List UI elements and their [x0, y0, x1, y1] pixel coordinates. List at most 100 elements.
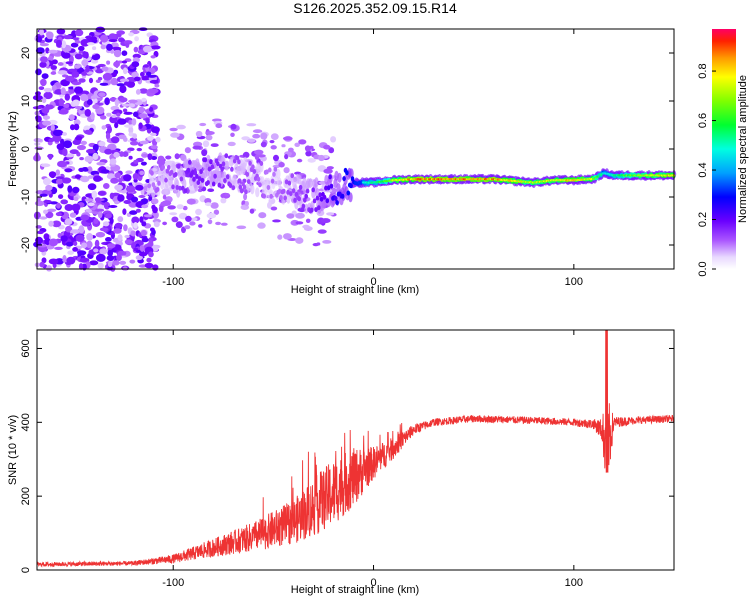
spectrogram-cell: [106, 243, 116, 249]
spectrogram-cell: [148, 88, 159, 94]
spectrogram-cell: [74, 64, 81, 69]
spectrogram-cell: [176, 163, 181, 169]
spectrogram-cell: [230, 123, 237, 130]
spectrogram-cell: [62, 255, 67, 263]
spectrogram-cell: [67, 250, 74, 255]
spectrogram-cell: [128, 99, 138, 104]
spectrogram-cell: [50, 65, 57, 70]
spectrogram-cell: [207, 219, 213, 225]
spectrogram-cell: [45, 184, 53, 191]
spectrogram-cell: [133, 159, 139, 164]
spectrogram-cell: [78, 225, 85, 234]
spectrogram-cell: [78, 263, 84, 270]
spectrogram-cell: [286, 189, 290, 195]
spectrogram-cell: [90, 95, 97, 100]
spectrogram-cell: [41, 73, 49, 79]
spectrogram-cell: [235, 155, 240, 161]
spectrogram-cell: [243, 156, 248, 167]
spectrogram-cell: [48, 171, 57, 178]
spectrogram-cell: [92, 104, 100, 110]
spectrogram-cell: [149, 79, 159, 84]
spectrogram-cell: [147, 185, 152, 196]
spectrogram-cell: [89, 260, 99, 266]
spectrogram-cell: [51, 59, 58, 65]
spectrogram-cell: [195, 130, 203, 138]
spectrogram-cell: [213, 173, 217, 179]
spectrogram-cell: [128, 155, 133, 160]
spectrogram-cell: [273, 166, 278, 172]
spectrogram-cell: [62, 61, 67, 69]
spectrogram-cell: [112, 260, 120, 266]
snr-ylabel: SNR (10 * v/v): [7, 415, 19, 485]
spectrogram-cell: [171, 184, 175, 190]
spectrogram-cell: [60, 87, 66, 96]
spectrogram-cell: [151, 198, 159, 205]
spectrogram-cell: [141, 204, 149, 209]
colorbar-tick-label: 0.4: [697, 162, 709, 177]
spectrogram-cell: [110, 177, 119, 184]
spectrogram-cell: [192, 145, 202, 150]
spectrogram-cell: [36, 230, 44, 235]
snr-ytick-label: 600: [20, 339, 32, 357]
spectrogram-cell: [210, 143, 219, 148]
spectrogram-cell: [108, 33, 117, 41]
spectrogram-cell: [100, 115, 107, 120]
spectrogram-cell: [278, 161, 285, 168]
spectrogram-cell: [138, 252, 148, 257]
spectrogram-cell: [277, 177, 282, 188]
spectrogram-cell: [305, 218, 311, 223]
spectrogram-cell: [109, 217, 114, 225]
spectrogram-cell: [35, 190, 45, 195]
spectrogram-cell: [287, 180, 292, 186]
spectrogram-cell: [80, 39, 90, 47]
spectrogram-cell: [174, 153, 180, 160]
spectrogram-cell: [39, 216, 48, 220]
spectrogram-cell: [80, 140, 88, 145]
spectrogram-cell: [305, 188, 310, 194]
spectrogram-ytick-label: 10: [20, 95, 32, 107]
spectrogram-cell: [330, 136, 337, 143]
spectrogram-cell: [297, 196, 302, 202]
spectrogram-cell: [178, 185, 182, 191]
spectrogram-cell: [100, 169, 110, 174]
spectrogram-cell: [119, 151, 125, 157]
spectrogram-cell: [69, 149, 79, 155]
spectrogram-cell: [196, 161, 201, 172]
spectrogram-cell: [256, 176, 261, 182]
spectrogram-cell: [195, 208, 202, 216]
colorbar-gradient: [712, 29, 736, 269]
spectrogram-cell: [139, 140, 149, 145]
spectrogram-cell: [121, 60, 128, 64]
spectrogram-cell: [99, 227, 109, 232]
spectrogram-cell: [113, 228, 122, 234]
spectrogram-cell: [72, 37, 79, 41]
spectrogram-cell: [135, 89, 141, 95]
spectrogram-cell: [282, 188, 286, 194]
spectrogram-cell: [74, 53, 83, 60]
spectrogram-cell: [78, 45, 85, 52]
spectrogram-cell: [272, 219, 281, 223]
spectrogram-cell: [141, 198, 148, 205]
spectrogram-cell: [85, 208, 92, 213]
spectrogram-cell: [269, 193, 274, 199]
spectrogram-cell: [337, 172, 342, 183]
spectrogram-cell: [113, 61, 120, 68]
spectrogram-cell: [107, 125, 112, 134]
spectrogram-cell: [93, 248, 99, 253]
spectrogram-cell: [43, 177, 51, 186]
spectrogram-cell: [60, 199, 68, 205]
spectrogram-cell: [267, 201, 272, 209]
spectrogram-cell: [220, 197, 227, 204]
spectrogram-cell: [295, 221, 304, 225]
spectrogram-cell: [284, 179, 289, 185]
spectrogram-cell: [140, 75, 150, 81]
spectrogram-cell: [81, 71, 87, 76]
spectrogram-cell: [329, 183, 334, 189]
spectrogram-cell: [215, 123, 223, 129]
spectrogram-cell: [39, 43, 50, 47]
snr-xlabel: Height of straight line (km): [291, 584, 419, 596]
spectrogram-cell: [184, 147, 191, 154]
spectrogram-xtick-label: -100: [162, 276, 184, 288]
